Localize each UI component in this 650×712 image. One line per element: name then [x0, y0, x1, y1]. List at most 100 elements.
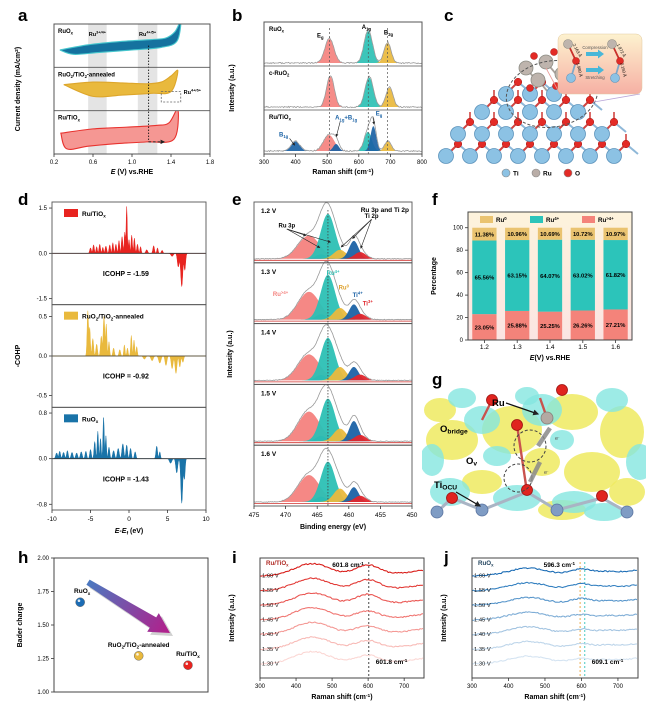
peak-label: Eg: [376, 111, 383, 118]
electron-arrow: [536, 426, 552, 448]
inset-box: [557, 33, 643, 95]
x-tick: 1.5: [578, 344, 587, 351]
wavenumber-annotation: 609.1 cm-1: [592, 658, 624, 666]
bar-value: 63.15%: [507, 274, 527, 280]
operando-raman-rutiox: 1.60 V 1.55 V 1.50 V 1.45 V 1.40 V 1.35 V 1.30…: [229, 557, 425, 701]
x-tick: 500: [322, 160, 333, 166]
ti-atom: [546, 104, 562, 120]
cv-curve-2: [60, 111, 179, 150]
voltage-label: 1.50 V: [474, 603, 491, 609]
bar-value: 64.07%: [540, 274, 560, 280]
point-label: RuOx: [74, 588, 91, 596]
panel-g: g e-e- Ru Obridge Ov TiOCU: [422, 370, 646, 544]
voltage-label: 1.55 V: [474, 588, 491, 594]
y-axis-label: Bader charge: [17, 603, 24, 648]
bar-segment: [472, 314, 497, 340]
point-label: RuO2/TiO2-annealed: [108, 642, 170, 650]
isosurface-blobs: [422, 387, 646, 521]
bond-length: 2.150 Å: [620, 62, 628, 77]
ti-atom: [510, 148, 526, 164]
x-axis-label: Raman shift (cm-1): [524, 693, 585, 701]
bar-value: 10.96%: [507, 232, 527, 238]
ti-atom: [522, 126, 538, 142]
voltage-label: 1.35 V: [262, 647, 279, 653]
y-tick: 20: [456, 316, 463, 322]
y-tick: 0.5: [39, 315, 48, 321]
ti-atom: [462, 148, 478, 164]
raman-chart: RuOx Eg A1g B2g c-RuO2 Ru/TiOx B1g A1g+B1g Eg 300…: [229, 21, 428, 176]
voltage-label: 1.3 V: [261, 269, 277, 276]
bar-segment: [537, 239, 563, 312]
raman-peak: [264, 141, 422, 151]
raman-peak: [264, 31, 422, 63]
raman-peak: [264, 141, 422, 151]
cv-curve-1: [63, 69, 179, 98]
ti-atom: [430, 505, 444, 519]
x-tick: 600: [576, 684, 587, 690]
y-axis-label: Intensity (a.u.): [441, 594, 448, 641]
o-atom: [513, 77, 523, 87]
bar-value: 10.69%: [540, 232, 560, 238]
envelope: [253, 384, 412, 442]
y-axis-label: Intensity (a.u.): [227, 330, 234, 377]
wavenumber-annotation: 601.8 cm-1: [332, 561, 364, 569]
electron-label: e-: [544, 469, 549, 476]
y-axis-label: -COHP: [15, 344, 22, 367]
raman-curve: [471, 611, 638, 621]
o-atom: [609, 117, 619, 127]
ti-atom: [570, 126, 586, 142]
obridge-label: Obridge: [440, 424, 468, 436]
x-tick: 475: [249, 512, 260, 519]
ti-atom: [474, 126, 490, 142]
y-tick: 1.75: [37, 590, 49, 596]
y-axis-label: Percentage: [431, 257, 438, 295]
dashed-box: [160, 91, 182, 103]
panel-a: a RuOx Ru3+/4+ Ru4+/5+ RuO2/TiO2-annealed Ru…: [8, 6, 218, 188]
raman-curve: [471, 625, 637, 636]
y-tick: 1.00: [37, 690, 49, 696]
ru-atom: [530, 72, 546, 88]
cv-chart: RuOx Ru3+/4+ Ru4+/5+ RuO2/TiO2-annealed Ru4+…: [14, 23, 215, 176]
panel-letter-i: i: [232, 548, 237, 567]
y-tick: 0.0: [39, 251, 48, 257]
ti-atom: [546, 126, 562, 142]
envelope: [253, 260, 412, 321]
x-tick: 500: [327, 684, 338, 690]
x-tick: 500: [540, 684, 551, 690]
ti-atom: [606, 148, 622, 164]
bar-value: 65.56%: [475, 276, 495, 282]
bar-value: 25.88%: [507, 324, 527, 330]
legend-label: Ru: [543, 171, 552, 178]
legend-swatch: [582, 216, 595, 223]
annotation: Ru4+/5+: [139, 31, 157, 38]
chart-title: Ru 3p and Ti 2p: [361, 207, 409, 214]
bar-segment: [472, 240, 497, 315]
bond-length: 1.980 Å: [576, 62, 584, 77]
panel-letter-b: b: [232, 6, 243, 25]
cohp-curve: [51, 417, 207, 504]
y-tick: 100: [453, 226, 464, 232]
raman-curve: [259, 636, 424, 651]
bar-segment: [537, 227, 563, 240]
series-label: RuOx: [478, 560, 494, 568]
xps-component: [254, 274, 412, 320]
raman-peak: [264, 87, 422, 107]
o-atom: [596, 490, 608, 502]
series-label: RuOx: [82, 416, 99, 424]
xps-component: [254, 307, 412, 320]
x-tick: 5: [166, 516, 170, 523]
y-tick: 1.5: [39, 206, 48, 212]
xps-chart: 1.2 V 1.3 V 1.4 V 1.5 V 1.6 V Ru 3p and Ti 2p…: [227, 201, 418, 531]
ti-atom: [534, 148, 550, 164]
y-tick: -0.5: [37, 393, 48, 399]
raman-peak: [264, 76, 422, 107]
legend-label: Ru4+: [546, 216, 560, 224]
stretching-label: Stretching: [585, 75, 605, 80]
cohp-chart: 1.5 0.0 -1.5 Ru/TiOx ICOHP = -1.59 0.5 0.0 -0.5…: [15, 201, 210, 537]
x-tick: 700: [385, 160, 396, 166]
o-atom: [561, 117, 571, 127]
xps-component: [254, 475, 412, 502]
o-atom: [511, 419, 523, 431]
x-tick: 1.2: [480, 344, 489, 351]
data-point: [183, 660, 193, 670]
